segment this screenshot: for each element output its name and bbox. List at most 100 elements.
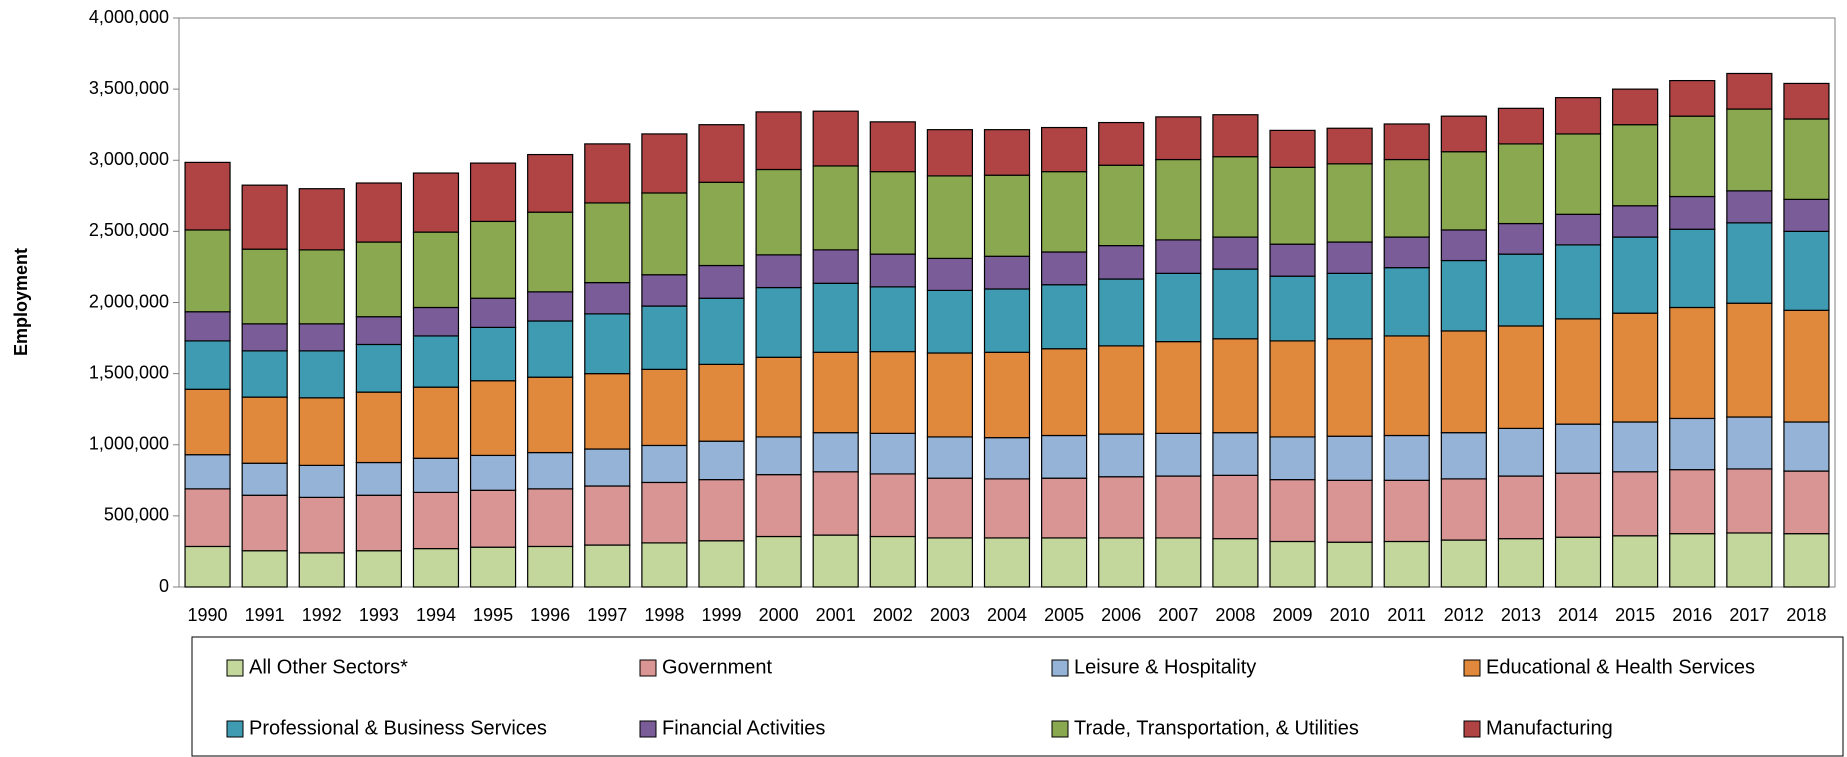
bar-segment (1669, 417, 1716, 471)
x-tick-label: 2001 (816, 605, 856, 625)
bar-segment (298, 188, 345, 251)
bar-segment (641, 542, 688, 588)
bar-segment (355, 391, 402, 464)
bar-segment (641, 274, 688, 307)
bar-segment (983, 478, 1031, 539)
legend-label: All Other Sectors* (249, 656, 408, 678)
bar-segment (1554, 213, 1602, 246)
bar-segment (1155, 475, 1202, 539)
bar-segment (1041, 284, 1088, 350)
bar-segment (412, 306, 460, 337)
bar-segment (1669, 228, 1716, 309)
bar-segment (355, 182, 402, 243)
bar-segment (1440, 539, 1487, 588)
bar-segment (469, 297, 517, 328)
bar-segment (184, 229, 231, 313)
bar-segment (1726, 72, 1773, 110)
bar-segment (1098, 433, 1145, 478)
bar-segment (641, 444, 688, 484)
bar-segment (1669, 469, 1716, 535)
bar-segment (926, 175, 973, 260)
bar-segment (469, 326, 517, 382)
bar-segment (412, 172, 460, 233)
bar-segment (755, 436, 802, 476)
bar-segment (1440, 478, 1487, 541)
bar-segment (755, 356, 802, 438)
bar-segment (698, 540, 745, 588)
bar-segment (1383, 158, 1430, 238)
bar-segment (869, 171, 916, 255)
bar-segment (755, 254, 802, 289)
bar-segment (869, 253, 916, 288)
bar-segment (1269, 129, 1316, 168)
bar-segment (1669, 79, 1716, 117)
bar-segment (1383, 335, 1430, 437)
bar-segment (1554, 244, 1602, 320)
bar-segment (1497, 143, 1545, 225)
bar-segment (527, 376, 574, 454)
bar-segment (584, 202, 631, 284)
bar-segment (1783, 421, 1830, 472)
bar-segment (527, 153, 574, 213)
bar-segment (1783, 198, 1830, 232)
bar-segment (469, 489, 517, 548)
bar-segment (584, 373, 631, 450)
bar-segment (869, 535, 916, 588)
bar-segment (869, 473, 916, 538)
bar-segment (412, 231, 460, 309)
x-tick-label: 2013 (1501, 605, 1541, 625)
bar-segment (1212, 338, 1259, 434)
bar-segment (1155, 239, 1202, 274)
bar-segment (355, 343, 402, 393)
bar-segment (584, 143, 631, 204)
bar-segment (1783, 230, 1830, 311)
bar-segment (1383, 434, 1430, 481)
bar-segment (812, 110, 859, 167)
x-tick-label: 2002 (873, 605, 913, 625)
bar-segment (1155, 341, 1202, 434)
bar-segment (355, 316, 402, 346)
bar-segment (1098, 476, 1145, 539)
bar-segment (184, 340, 231, 390)
y-tick-label: 3,000,000 (89, 149, 169, 169)
x-tick-label: 1992 (302, 605, 342, 625)
bar-segment (812, 471, 859, 536)
y-tick-label: 500,000 (104, 505, 169, 525)
bar-segment (698, 297, 745, 365)
bar-segment (926, 537, 973, 588)
bar-segment (527, 545, 574, 588)
x-tick-label: 2012 (1444, 605, 1484, 625)
bar-segment (1326, 272, 1373, 340)
bar-segment (1269, 340, 1316, 438)
bar-segment (1612, 535, 1659, 588)
bar-segment (1783, 118, 1830, 200)
bar-segment (1041, 348, 1088, 437)
bar-segment (1041, 251, 1088, 286)
bar-segment (926, 436, 973, 479)
bar-segment (1440, 229, 1487, 262)
legend-label: Professional & Business Services (249, 717, 547, 739)
bar-segment (983, 351, 1031, 439)
bar-segment (869, 286, 916, 353)
bar-segment (1383, 479, 1430, 543)
bar-segment (1155, 537, 1202, 588)
legend-swatch (1463, 720, 1481, 738)
bar-segment (1383, 267, 1430, 337)
bar-segment (1326, 541, 1373, 588)
bar-segment (1155, 158, 1202, 241)
bar-segment (1383, 236, 1430, 269)
bar-segment (926, 477, 973, 539)
bar-segment (983, 537, 1031, 588)
bar-segment (1041, 171, 1088, 253)
bar-segment (698, 181, 745, 267)
x-tick-label: 2005 (1044, 605, 1084, 625)
bar-segment (1440, 330, 1487, 434)
bar-segment (641, 368, 688, 447)
bar-segment (469, 380, 517, 457)
bar-segment (1212, 236, 1259, 270)
bar-segment (298, 323, 345, 352)
bar-segment (1212, 268, 1259, 340)
bar-segment (412, 547, 460, 588)
bar-segment (298, 496, 345, 554)
bar-segment (1726, 222, 1773, 304)
